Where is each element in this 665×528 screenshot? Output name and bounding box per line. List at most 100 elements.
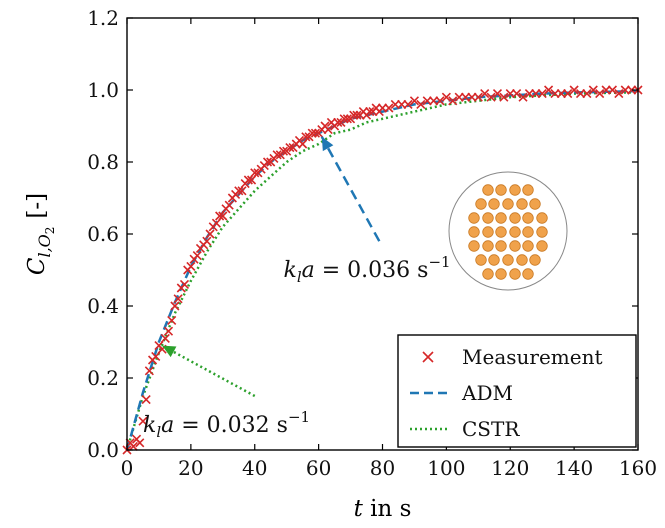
measurement-point	[499, 92, 509, 102]
packing-sphere	[482, 226, 494, 238]
measurement-point	[409, 96, 420, 106]
packing-sphere	[475, 254, 487, 266]
measurement-point	[211, 218, 221, 228]
packing-sphere	[482, 268, 494, 280]
measurement-point	[224, 200, 234, 210]
measurement-point	[128, 441, 138, 451]
measurement-point	[582, 89, 592, 99]
measurement-point	[234, 186, 244, 196]
legend-label: Measurement	[462, 345, 603, 369]
packing-sphere	[536, 226, 548, 238]
packing-sphere	[468, 226, 480, 238]
measurement-point	[323, 125, 333, 135]
packing-sphere	[522, 268, 534, 280]
plot-area	[122, 85, 643, 455]
measurement-point	[218, 211, 228, 221]
packing-sphere	[509, 240, 521, 252]
legend-marker-measurement	[422, 351, 434, 363]
measurement-point	[512, 89, 522, 99]
measurement-point	[416, 99, 426, 109]
annotation-label: kla = 0.032 s−1	[143, 408, 310, 441]
packing-sphere	[495, 184, 507, 196]
annotation-arrowhead	[162, 345, 177, 358]
y-tick-label: 0.2	[87, 366, 119, 390]
measurement-point	[170, 301, 180, 311]
measurement-point	[342, 114, 352, 124]
measurement-point	[441, 92, 451, 102]
measurement-point	[144, 366, 154, 376]
measurement-point	[192, 251, 202, 261]
y-tick-label: 0.4	[87, 294, 119, 318]
measurement-point	[167, 315, 177, 325]
measurement-point	[163, 326, 174, 336]
x-tick-label: 100	[427, 456, 465, 480]
measurement-point	[588, 85, 598, 95]
x-tick-label: 20	[178, 456, 203, 480]
packing-sphere	[509, 226, 521, 238]
measurement-point	[138, 416, 148, 426]
packing-sphere	[522, 212, 534, 224]
annotation-arrowhead	[321, 136, 334, 152]
x-tick-label: 60	[306, 456, 331, 480]
packing-sphere	[522, 240, 534, 252]
measurement-point	[179, 279, 190, 289]
legend: Measurement ADM CSTR	[397, 334, 637, 448]
measurement-point	[537, 89, 547, 99]
packing-sphere	[502, 254, 514, 266]
y-tick-label: 0.8	[87, 150, 119, 174]
packing-sphere	[468, 240, 480, 252]
measurement-point	[492, 89, 503, 99]
measurement-point	[237, 186, 247, 196]
x-tick-label: 80	[370, 456, 395, 480]
packing-sphere	[468, 212, 480, 224]
measurement-point	[285, 143, 295, 153]
measurement-point	[215, 211, 225, 221]
measurement-point	[518, 92, 528, 102]
annotations: kla = 0.036 s−1 kla = 0.032 s−1	[143, 136, 451, 441]
packing-sphere	[482, 184, 494, 196]
packing-sphere	[495, 226, 507, 238]
measurement-point	[301, 132, 311, 142]
y-tick-label: 1.2	[87, 6, 119, 30]
x-axis-label: t in s	[354, 496, 412, 522]
packing-sphere	[482, 212, 494, 224]
measurement-point	[473, 92, 483, 102]
measurement-point	[607, 85, 618, 95]
packing-sphere	[509, 212, 521, 224]
measurement-point	[246, 175, 257, 185]
measurement-point	[333, 117, 343, 127]
reactor-inset	[448, 171, 568, 291]
measurement-point	[250, 168, 260, 178]
legend-label: ADM	[461, 381, 513, 405]
legend-label: CSTR	[462, 417, 520, 441]
measurement-point	[384, 103, 394, 113]
measurement-point	[486, 92, 496, 102]
measurement-point	[205, 229, 215, 239]
measurement-point	[480, 89, 490, 99]
packing-sphere	[516, 254, 528, 266]
measurement-point	[563, 89, 573, 99]
packing-sphere	[509, 184, 521, 196]
packing-sphere	[529, 254, 541, 266]
legend-box	[397, 334, 637, 448]
packing-sphere	[488, 198, 500, 210]
measurement-point	[365, 107, 375, 117]
packing-sphere	[529, 198, 541, 210]
measurement-point	[298, 139, 308, 149]
x-tick-label: 40	[242, 456, 267, 480]
measurement-point	[435, 96, 445, 106]
measurement-point	[544, 85, 554, 95]
measurement-point	[173, 294, 183, 304]
packing-sphere	[495, 240, 507, 252]
reactor-outline	[448, 171, 568, 291]
measurement-point	[352, 110, 362, 120]
x-tick-label: 0	[121, 456, 134, 480]
measurement-point	[202, 236, 212, 246]
measurement-point	[141, 395, 151, 405]
annotation-label: kla = 0.036 s−1	[283, 253, 450, 286]
packing-sphere	[522, 184, 534, 196]
packing-sphere	[502, 198, 514, 210]
measurement-point	[160, 333, 170, 343]
measurement-point	[272, 150, 282, 160]
